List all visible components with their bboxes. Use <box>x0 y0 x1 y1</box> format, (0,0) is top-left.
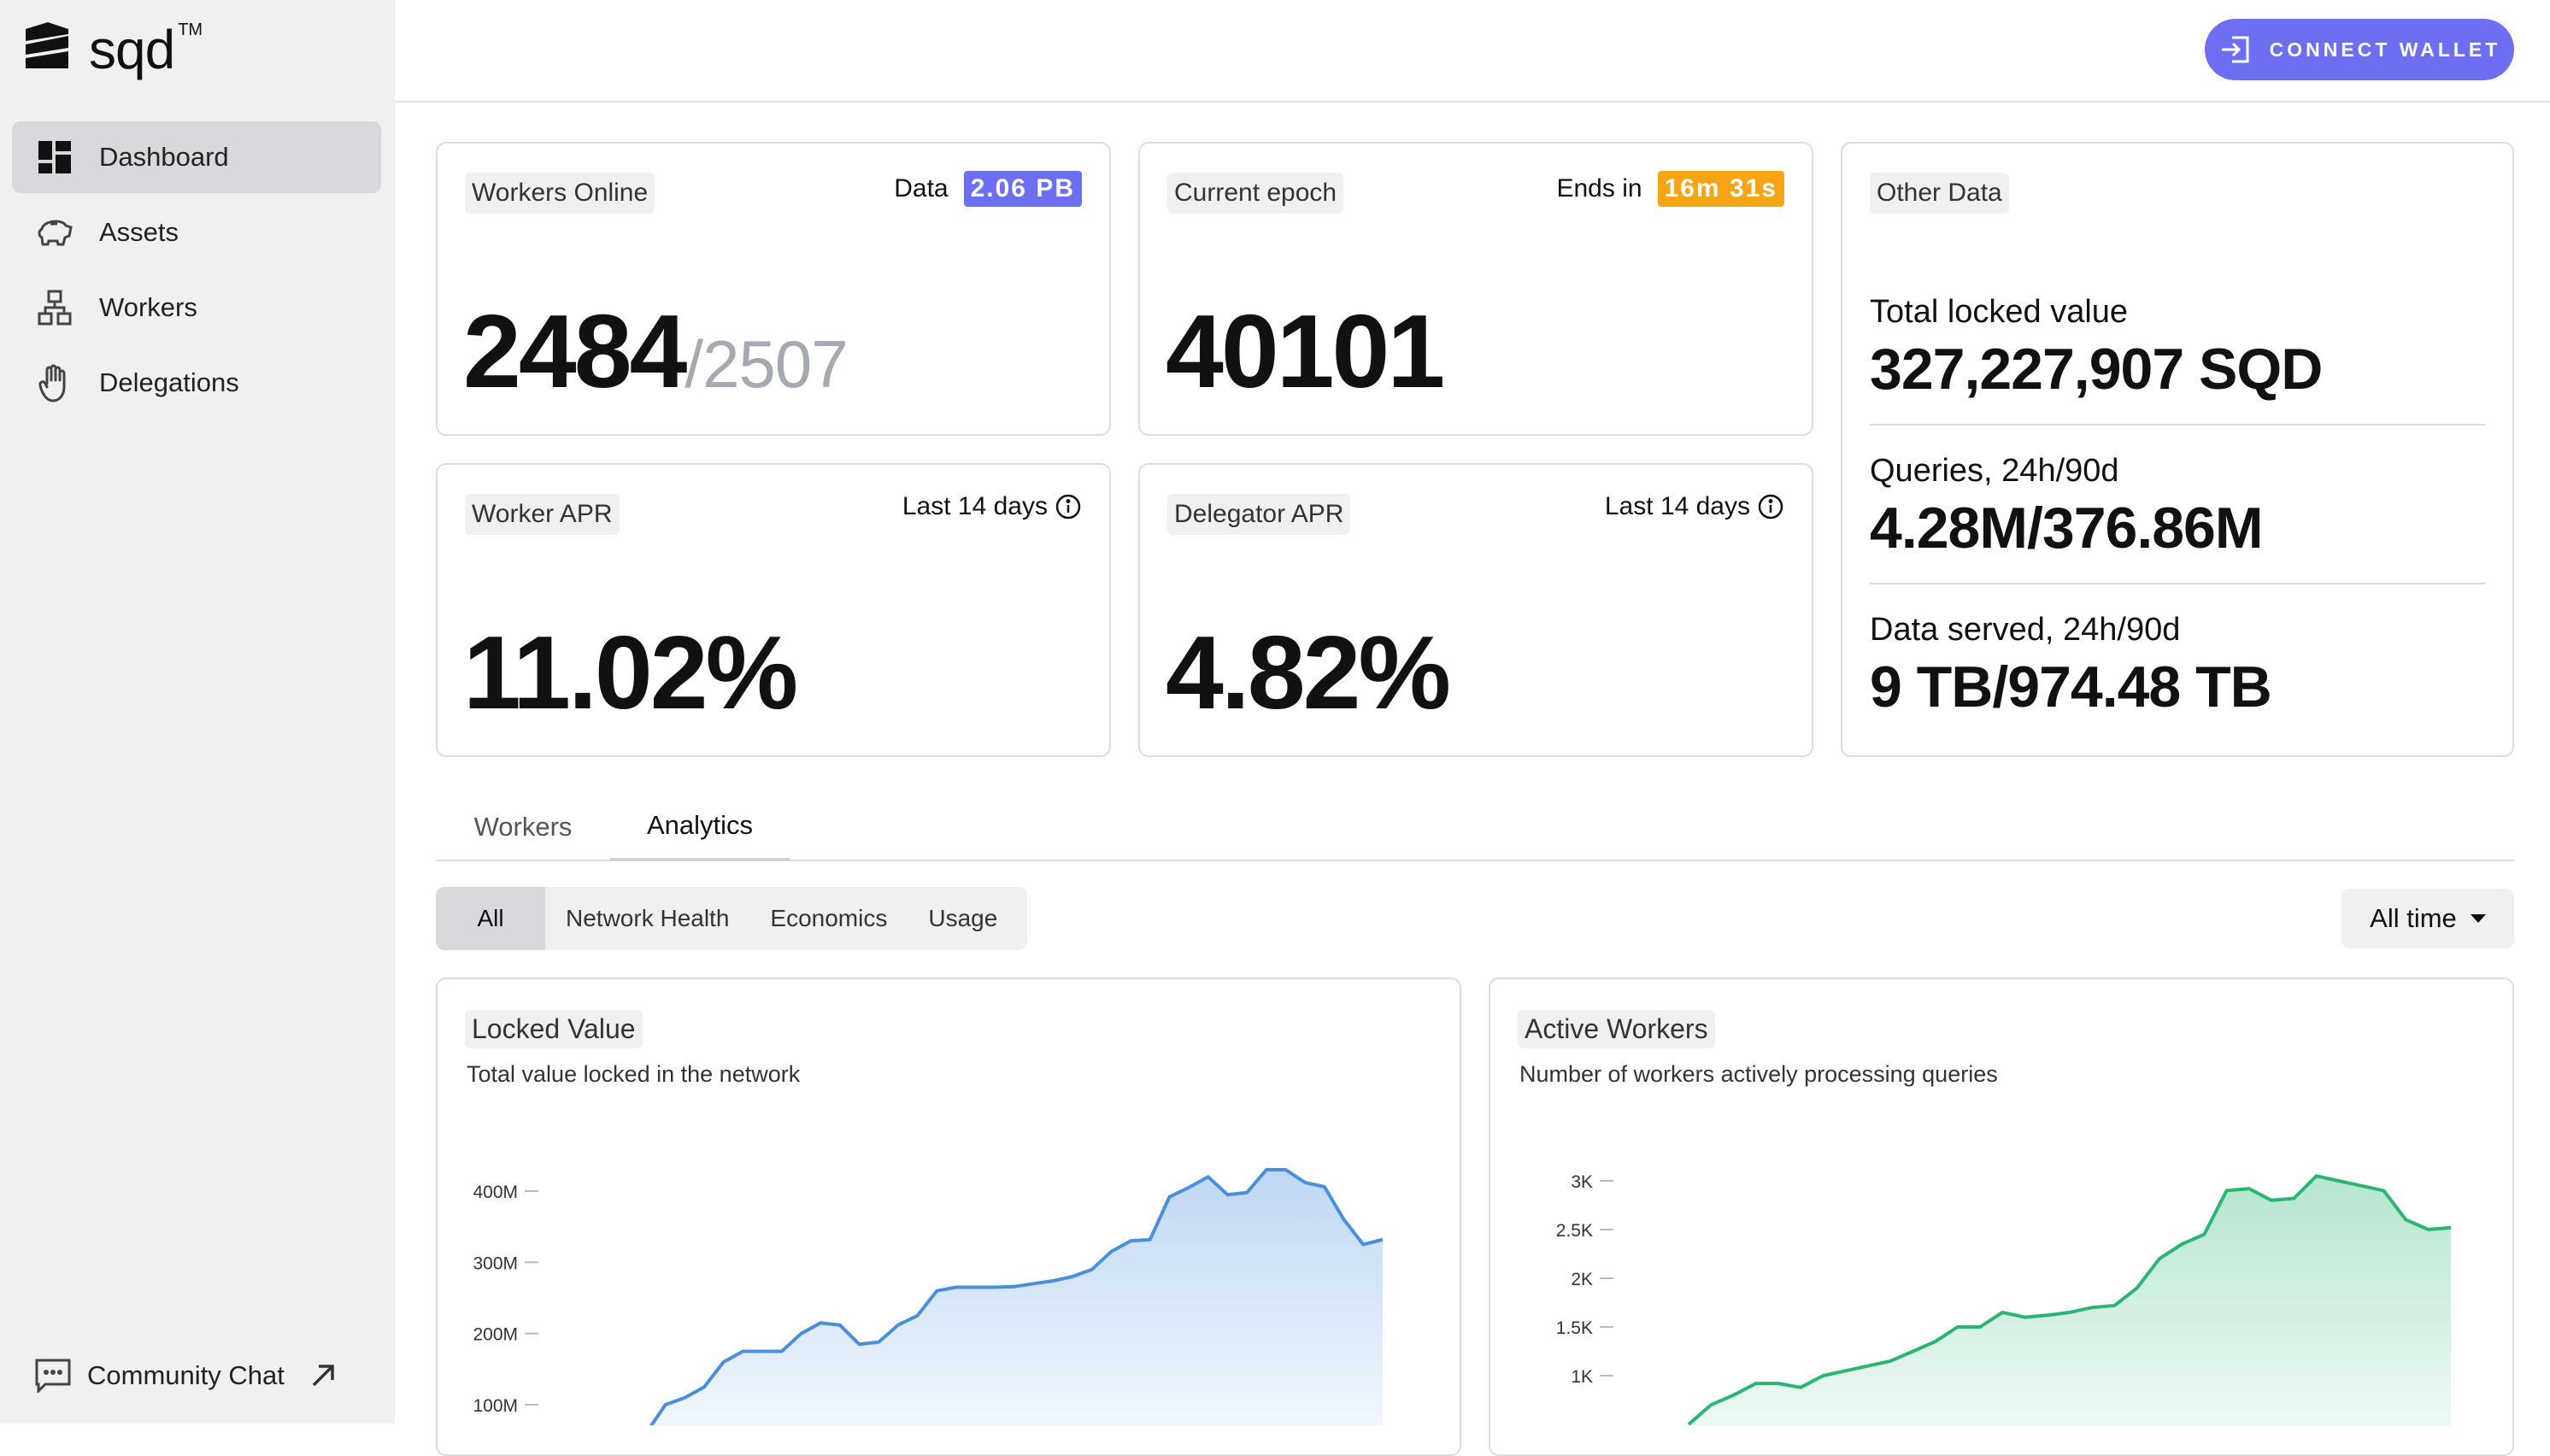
workers-network-icon <box>36 289 73 326</box>
current-epoch-card: Current epoch Ends in 16m 31s 40101 <box>1138 142 1813 436</box>
y-tick-label: 400M <box>473 1183 518 1202</box>
brand-name: sqd <box>89 19 175 80</box>
analytics-filter-group: All Network Health Economics Usage <box>436 887 1027 950</box>
data-size-info: Data 2.06 PB <box>894 171 1082 207</box>
series-line[interactable] <box>1687 1174 2452 1425</box>
active-workers-chart[interactable]: 1K 1.5K 2K 2.5K 3K <box>1490 979 2512 1425</box>
online-count: 2484 <box>463 293 687 409</box>
other-value: 327,227,907 SQD <box>1870 337 2323 402</box>
divider <box>1870 424 2485 426</box>
y-tick-label: 100M <box>473 1396 518 1416</box>
divider <box>1870 583 2485 584</box>
other-value: 9 TB/974.48 TB <box>1870 655 2272 719</box>
info-label: Ends in <box>1556 174 1642 203</box>
dashboard-tabs: Workers Analytics <box>436 793 2514 861</box>
y-tick-label: 3K <box>1571 1172 1593 1192</box>
info-label: Last 14 days <box>1604 492 1750 520</box>
piggy-bank-icon <box>36 214 73 251</box>
card-tag: Current epoch <box>1167 173 1344 214</box>
other-value: 4.28M/376.86M <box>1870 496 2264 561</box>
active-workers-chart-card: Active Workers Number of workers activel… <box>1489 978 2514 1456</box>
sidebar-item-label: Delegations <box>99 367 239 397</box>
info-icon[interactable] <box>1757 493 1784 520</box>
card-tag: Workers Online <box>465 173 655 214</box>
time-range-value: All time <box>2370 903 2457 933</box>
community-chat-link[interactable]: Community Chat <box>34 1357 336 1394</box>
sidebar-item-workers[interactable]: Workers <box>12 272 381 343</box>
sidebar-item-assets[interactable]: Assets <box>12 197 381 268</box>
sidebar-item-delegations[interactable]: Delegations <box>12 347 381 419</box>
worker-apr-card: Worker APR Last 14 days 11.02% <box>436 463 1111 757</box>
sidebar-item-label: Assets <box>99 217 179 247</box>
y-tick-label: 2K <box>1571 1270 1593 1289</box>
other-label: Queries, 24h/90d <box>1870 453 2119 489</box>
apr-period-info: Last 14 days <box>902 492 1082 521</box>
info-label: Data <box>894 174 949 203</box>
filter-all[interactable]: All <box>436 887 545 950</box>
connect-wallet-label: CONNECT WALLET <box>2269 38 2501 61</box>
filter-network-health[interactable]: Network Health <box>566 905 730 931</box>
chart-title: Active Workers <box>1518 1010 1715 1048</box>
current-epoch-value: 40101 <box>1166 293 1445 409</box>
filter-usage[interactable]: Usage <box>928 905 998 931</box>
card-tag: Worker APR <box>465 494 620 535</box>
series-area <box>1689 1176 2451 1425</box>
brand-trademark: TM <box>178 21 203 39</box>
y-tick-label: 1.5K <box>1556 1318 1593 1338</box>
tab-workers[interactable]: Workers <box>473 812 573 842</box>
delegator-apr-card: Delegator APR Last 14 days 4.82% <box>1138 463 1813 757</box>
delegator-apr-value: 4.82% <box>1166 614 1451 731</box>
locked-value-chart-card: Locked Value Total value locked in the n… <box>436 978 1461 1456</box>
top-bar: CONNECT WALLET <box>395 0 2550 103</box>
card-tag: Delegator APR <box>1167 494 1351 535</box>
other-label: Total locked value <box>1870 294 2129 330</box>
workers-online-value: 2484/2507 <box>463 293 849 420</box>
sidebar-nav: Dashboard Assets Workers Delegations <box>12 121 381 422</box>
connect-wallet-button[interactable]: CONNECT WALLET <box>2205 19 2514 80</box>
chart-subtitle: Total value locked in the network <box>467 1061 801 1087</box>
sidebar-item-dashboard[interactable]: Dashboard <box>12 121 381 193</box>
y-tick-label: 200M <box>473 1325 518 1345</box>
chart-title: Locked Value <box>465 1010 643 1048</box>
community-chat-label: Community Chat <box>87 1360 285 1390</box>
dashboard-icon <box>36 138 73 176</box>
brand-logo[interactable]: sqd TM <box>24 19 203 80</box>
login-icon <box>2218 32 2253 67</box>
info-icon[interactable] <box>1055 493 1082 520</box>
worker-apr-value: 11.02% <box>463 614 798 731</box>
series-line[interactable] <box>646 1168 1384 1425</box>
chart-subtitle: Number of workers actively processing qu… <box>1519 1061 1998 1087</box>
info-label: Last 14 days <box>902 492 1048 520</box>
sqd-logo-icon <box>26 22 68 68</box>
card-tag: Other Data <box>1870 173 2009 214</box>
queries-row: Queries, 24h/90d 4.28M/376.86M <box>1870 453 2485 561</box>
data-served-row: Data served, 24h/90d 9 TB/974.48 TB <box>1870 612 2485 720</box>
data-size-badge: 2.06 PB <box>963 171 1082 207</box>
locked-value-chart[interactable]: 100M 200M 300M 400M <box>438 979 1460 1425</box>
chat-icon <box>34 1357 72 1394</box>
sidebar-item-label: Dashboard <box>99 142 229 172</box>
y-tick-label: 2.5K <box>1556 1221 1593 1241</box>
caret-down-icon <box>2470 914 2486 923</box>
filter-economics[interactable]: Economics <box>770 905 888 931</box>
arrow-up-right-icon <box>310 1363 336 1388</box>
y-tick-label: 300M <box>473 1253 518 1273</box>
sidebar-item-label: Workers <box>99 292 197 322</box>
total-locked-row: Total locked value 327,227,907 SQD <box>1870 294 2485 402</box>
hand-icon <box>36 364 73 402</box>
workers-online-card: Workers Online Data 2.06 PB 2484/2507 <box>436 142 1111 436</box>
tab-analytics[interactable]: Analytics <box>610 793 790 861</box>
other-data-card: Other Data Total locked value 327,227,90… <box>1841 142 2514 757</box>
y-tick-label: 1K <box>1571 1367 1593 1387</box>
epoch-timer-badge: 16m 31s <box>1657 171 1784 207</box>
apr-period-info: Last 14 days <box>1605 492 1784 521</box>
other-label: Data served, 24h/90d <box>1870 612 2181 648</box>
time-range-select[interactable]: All time <box>2341 889 2514 948</box>
sidebar: sqd TM Dashboard Assets Workers Delega <box>0 0 395 1424</box>
epoch-timer-info: Ends in 16m 31s <box>1556 171 1784 207</box>
series-area <box>651 1170 1383 1425</box>
total-workers: /2507 <box>685 326 848 402</box>
